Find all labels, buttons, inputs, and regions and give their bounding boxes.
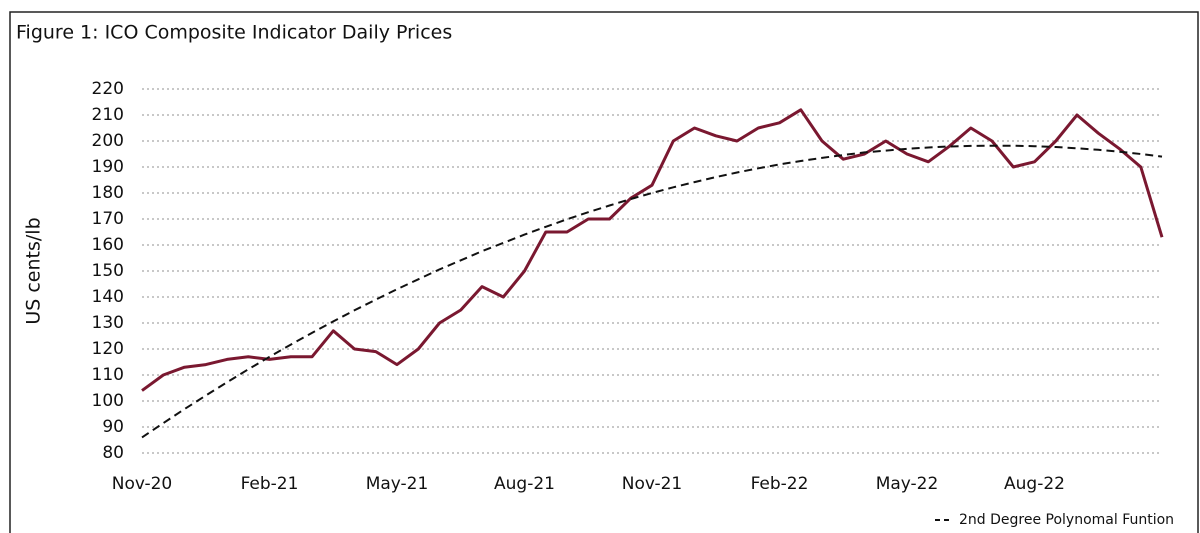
x-tick-label: Feb-21 xyxy=(241,474,299,494)
series-line xyxy=(141,144,1163,439)
y-tick-label: 100 xyxy=(92,391,124,411)
y-tick-label: 90 xyxy=(102,417,124,437)
y-tick-label: 130 xyxy=(92,313,124,333)
y-tick-label: 160 xyxy=(92,235,124,255)
x-tick-label: Aug-21 xyxy=(494,474,555,494)
y-tick-label: 190 xyxy=(92,157,124,177)
y-tick-label: 140 xyxy=(92,287,124,307)
chart-title: Figure 1: ICO Composite Indicator Daily … xyxy=(16,22,452,44)
y-tick-label: 210 xyxy=(92,105,124,125)
y-tick-label: 200 xyxy=(92,131,124,151)
y-tick-label: 220 xyxy=(92,79,124,99)
y-tick-label: 170 xyxy=(92,209,124,229)
y-axis-label: US cents/lb xyxy=(23,217,45,324)
frame xyxy=(9,11,1199,533)
y-tick-label: 110 xyxy=(92,365,124,385)
y-tick-label: 120 xyxy=(92,339,124,359)
x-tick-label: Feb-22 xyxy=(751,474,809,494)
series-line xyxy=(141,108,1164,392)
x-tick-label: Nov-20 xyxy=(112,474,173,494)
x-tick-label: May-21 xyxy=(366,474,429,494)
x-tick-label: Nov-21 xyxy=(622,474,683,494)
y-tick-label: 150 xyxy=(92,261,124,281)
x-tick-label: Aug-22 xyxy=(1004,474,1065,494)
legend-label: 2nd Degree Polynomal Funtion xyxy=(959,512,1174,528)
y-tick-label: 80 xyxy=(102,443,124,463)
x-tick-label: May-22 xyxy=(876,474,939,494)
y-tick-label: 180 xyxy=(92,183,124,203)
